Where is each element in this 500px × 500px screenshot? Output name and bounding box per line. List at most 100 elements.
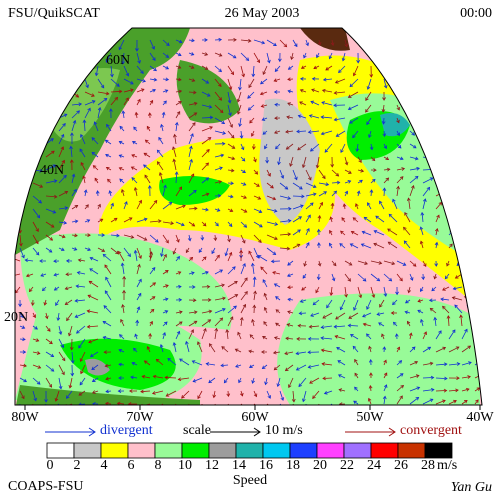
wind-vector (136, 52, 141, 64)
wind-vector (239, 117, 242, 127)
wind-vector-head (430, 375, 435, 380)
wind-vector (329, 230, 333, 236)
wind-vector-head (378, 261, 383, 265)
wind-vector (149, 65, 157, 71)
wind-vector-head (344, 293, 348, 298)
wind-vector (310, 101, 320, 106)
wind-vector (19, 325, 25, 329)
wind-vector (149, 100, 154, 106)
wind-vector-head (316, 54, 320, 59)
wind-vector-head (61, 357, 66, 362)
wind-vector-head (205, 162, 209, 167)
wind-vector-head (371, 294, 376, 298)
wind-vector-head (376, 277, 381, 282)
wind-vector-head (74, 314, 79, 318)
wind-vector-head (466, 48, 471, 52)
wind-vector (162, 310, 168, 314)
wind-vector-head (53, 287, 58, 291)
wind-vector-head (340, 230, 344, 235)
wind-vector-head (212, 394, 217, 399)
wind-vector (77, 271, 86, 275)
wind-vector (262, 279, 268, 288)
wind-vector (461, 130, 473, 134)
wind-vector-head (147, 112, 152, 116)
wind-vector-head (454, 194, 458, 198)
wind-vector-head (120, 188, 125, 193)
wind-vector-head (118, 167, 123, 171)
wind-vector-head (176, 111, 181, 115)
wind-vector (110, 97, 118, 106)
wind-vector (310, 312, 320, 317)
wind-vector (97, 98, 108, 106)
wind-vector (266, 52, 270, 63)
wind-vector (240, 263, 246, 275)
wind-vector-head (196, 341, 201, 345)
wind-vector-head (49, 237, 54, 241)
wind-vector (227, 234, 230, 242)
wind-vector-head (378, 322, 382, 326)
wind-vector-head (306, 242, 310, 246)
wind-vector-head (391, 261, 396, 266)
wind-vector-head (286, 323, 291, 327)
wind-vector-head (244, 277, 248, 281)
wind-vector (383, 384, 387, 392)
wind-vector (122, 304, 125, 314)
wind-vector (149, 267, 156, 275)
wind-vector (197, 390, 203, 399)
wind-vector-head (205, 207, 209, 212)
wind-vector (362, 312, 372, 317)
wind-vector (248, 251, 255, 262)
wind-vector (364, 216, 372, 223)
wind-vector-head (135, 319, 140, 324)
wind-vector-head (104, 139, 109, 144)
wind-vector (65, 286, 73, 290)
wind-vector (370, 156, 375, 161)
wind-vector (461, 143, 471, 151)
wind-vector (149, 309, 155, 314)
wind-vector (188, 207, 197, 210)
wind-vector-head (250, 262, 255, 267)
wind-vector-head (465, 274, 469, 278)
wind-vector (162, 254, 167, 262)
wind-vector (370, 260, 382, 264)
wind-vector-head (366, 86, 371, 90)
wind-vector (300, 89, 307, 93)
wind-vector-head (87, 233, 91, 237)
wind-vector-head (434, 263, 439, 267)
colorbar-tick: 0 (47, 458, 54, 473)
wind-vector-head (406, 197, 411, 202)
wind-vector (15, 286, 21, 294)
wind-vector (420, 286, 424, 292)
wind-vector (253, 234, 262, 243)
wind-vector-head (411, 104, 415, 109)
wind-vector-head (179, 358, 183, 362)
wind-vector (388, 241, 398, 249)
wind-vector (240, 291, 248, 301)
wind-vector-head (137, 263, 141, 268)
wind-vector (106, 124, 112, 132)
wind-vector-head (379, 200, 383, 205)
wind-vector-head (270, 184, 274, 189)
lon-label: 40W (466, 410, 494, 425)
wind-vector-head (178, 297, 183, 302)
wind-vector-head (91, 378, 96, 382)
wind-vector (274, 337, 281, 340)
wind-vector (15, 52, 21, 61)
wind-vector (279, 39, 287, 48)
wind-vector (431, 286, 437, 291)
wind-vector-head (86, 309, 91, 314)
wind-vector (287, 260, 294, 266)
wind-vector-head (79, 381, 84, 386)
wind-vector-head (344, 190, 349, 195)
wind-vector (32, 234, 39, 244)
wind-vector-head (317, 215, 322, 219)
wind-vector-head (209, 115, 214, 120)
wind-vector (409, 361, 418, 366)
wind-vector-head (239, 316, 244, 321)
wind-vector-head (423, 331, 427, 336)
wind-vector (166, 390, 177, 397)
wind-vector (123, 217, 133, 223)
wind-vector-head (190, 65, 195, 69)
wind-vector (160, 124, 164, 132)
wind-vector (334, 325, 346, 328)
